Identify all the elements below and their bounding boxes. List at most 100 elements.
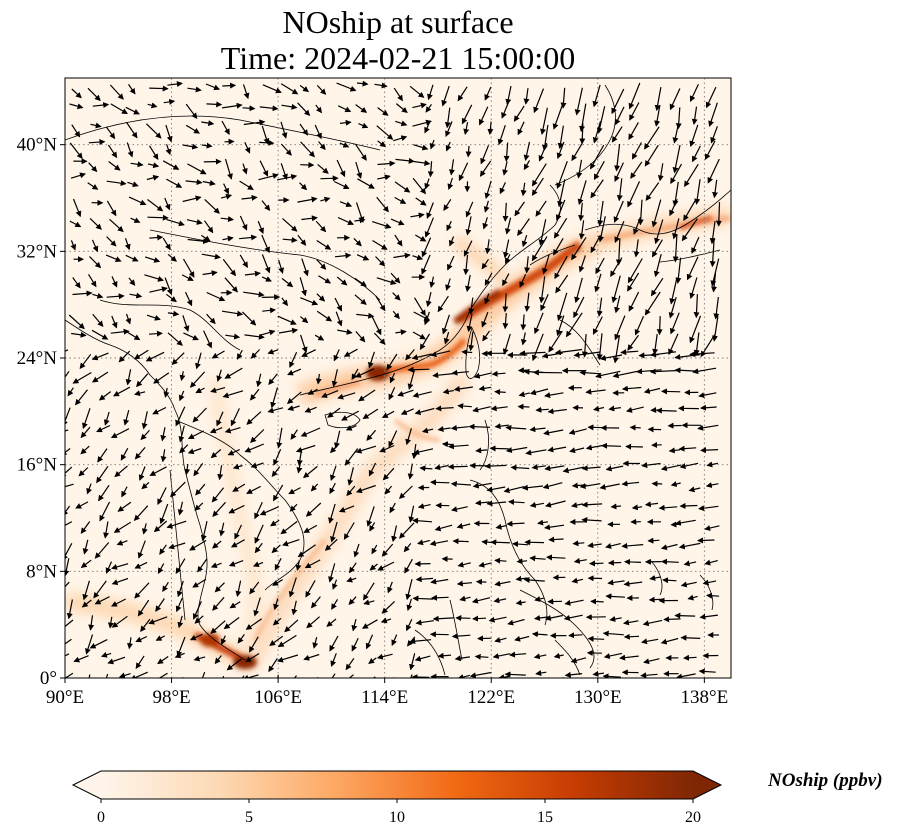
wind-vector <box>403 543 412 553</box>
wind-vector <box>430 350 451 358</box>
wind-vector <box>179 371 186 382</box>
wind-vector <box>182 195 202 203</box>
wind-vector <box>405 349 415 361</box>
wind-vector <box>167 253 177 262</box>
wind-vector <box>710 126 718 144</box>
wind-vector <box>355 104 368 113</box>
wind-vector <box>669 312 680 335</box>
wind-vector <box>553 652 564 659</box>
wind-vector <box>300 297 319 306</box>
wind-vector <box>82 580 90 601</box>
wind-vector <box>709 237 716 268</box>
wind-vector <box>465 216 472 236</box>
wind-vector <box>642 619 663 627</box>
wind-vector <box>372 221 392 229</box>
wind-vector <box>168 542 186 550</box>
wind-vector <box>184 463 191 476</box>
wind-vector <box>202 180 216 186</box>
wind-vector <box>407 463 414 480</box>
wind-vector <box>621 542 644 549</box>
wind-vector <box>615 238 622 266</box>
wind-vector <box>148 145 159 160</box>
wind-vector <box>88 139 106 146</box>
wind-vector <box>661 558 679 565</box>
wind-vector <box>315 373 322 385</box>
wind-vector <box>668 447 681 454</box>
wind-vector <box>533 312 544 335</box>
wind-vector <box>79 353 92 370</box>
wind-vector <box>287 368 302 376</box>
map-axis-ticks: 90°E 98°E 106°E 114°E 122°E 130°E 138°E 0° 8°N 16… <box>17 135 729 708</box>
wind-vector <box>694 179 701 205</box>
wind-vector <box>346 576 357 583</box>
wind-vector <box>358 389 376 402</box>
wind-vector <box>167 81 183 87</box>
wind-vector <box>475 447 488 454</box>
wind-vector <box>197 558 208 573</box>
wind-vector <box>224 427 241 434</box>
wind-vector <box>614 162 624 183</box>
wind-vector <box>413 160 431 166</box>
wind-vector <box>605 465 624 472</box>
wind-vector <box>437 426 451 432</box>
wind-vector <box>531 333 544 362</box>
wind-vector <box>336 82 357 92</box>
wind-vector <box>520 314 527 331</box>
wind-vector <box>599 354 623 361</box>
wind-vector <box>571 577 584 584</box>
wind-vector <box>674 612 696 619</box>
wind-vector <box>412 331 426 340</box>
wind-vector <box>531 631 548 638</box>
wind-vector <box>371 544 378 555</box>
wind-vector <box>597 200 604 227</box>
wind-vector <box>481 258 489 270</box>
wind-vector <box>605 543 621 549</box>
wind-vector <box>201 671 206 678</box>
wind-vector <box>228 560 244 567</box>
wind-vector <box>469 671 492 678</box>
wind-vector <box>704 140 716 160</box>
wind-vector <box>363 582 375 601</box>
wind-vector <box>312 637 319 649</box>
wind-vector <box>629 102 640 121</box>
wind-vector <box>481 539 492 546</box>
wind-vector <box>65 558 70 577</box>
wind-vector <box>127 637 133 650</box>
wind-vector <box>287 405 300 411</box>
wind-vector <box>345 425 357 431</box>
wind-vector <box>547 446 567 453</box>
wind-vector <box>358 122 369 129</box>
wind-vector <box>214 655 222 665</box>
wind-vector <box>261 276 272 282</box>
wind-vector <box>487 121 494 135</box>
wind-vector <box>69 220 82 228</box>
wind-vector <box>634 315 645 336</box>
wind-vector <box>593 160 605 181</box>
wind-vector <box>504 217 512 235</box>
wind-vector <box>710 258 720 287</box>
wind-vector <box>529 426 546 433</box>
wind-vector <box>110 428 130 439</box>
wind-vector <box>301 349 316 357</box>
wind-vector <box>502 313 509 330</box>
wind-vector <box>278 259 284 274</box>
wind-vector <box>554 348 583 356</box>
wind-vector <box>334 252 352 259</box>
wind-vector <box>707 158 720 184</box>
wind-vector <box>75 501 89 509</box>
wind-vector <box>282 539 300 547</box>
wind-vector <box>623 619 639 626</box>
lat-tick-label: 24°N <box>17 348 58 369</box>
wind-vector <box>419 333 431 351</box>
wind-vector <box>270 387 279 409</box>
wind-vector <box>70 240 77 251</box>
wind-vector <box>121 486 128 498</box>
wind-vector <box>590 179 604 199</box>
wind-vector <box>363 599 375 606</box>
wind-vector <box>376 125 394 140</box>
wind-vector <box>165 144 172 156</box>
wind-vector <box>100 651 112 658</box>
wind-vector <box>259 506 279 516</box>
wind-vector <box>67 387 74 397</box>
wind-vector <box>573 351 601 358</box>
